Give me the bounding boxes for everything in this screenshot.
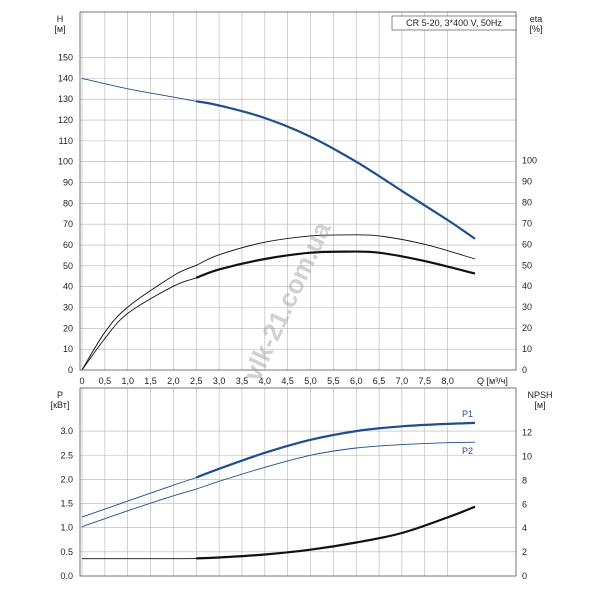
p-tick-label: 2.5 (60, 450, 73, 460)
y-left-tick-label: 20 (63, 323, 73, 333)
y-left-tick-label: 80 (63, 198, 73, 208)
y-right-tick-label: 40 (522, 281, 532, 291)
x-tick-label: 7,5 (418, 376, 431, 386)
p-tick-label: 3.0 (60, 426, 73, 436)
curve-NPSH-operating (196, 505, 476, 560)
x-tick-label: 5,0 (304, 376, 317, 386)
p-tick-label: 1.5 (60, 499, 73, 509)
chart-title-box (391, 15, 517, 31)
y-right-tick-label: 50 (522, 260, 532, 270)
x-tick-label: 5,5 (327, 376, 340, 386)
series-label-P1: P1 (462, 409, 473, 419)
npsh-tick-label: 2 (522, 547, 527, 557)
p-tick-label: 0.0 (60, 571, 73, 581)
y-left-tick-label: 0 (68, 365, 73, 375)
npsh-tick-label: 8 (522, 475, 527, 485)
y-right-tick-label: 90 (522, 176, 532, 186)
p-axis-unit: [кВт] (51, 400, 70, 410)
curve-NPSH-thin (82, 506, 476, 560)
y-left-tick-label: 40 (63, 282, 73, 292)
x-tick-label: 6,5 (373, 376, 386, 386)
y-right-tick-label: 30 (522, 302, 532, 312)
chart-labels: 0 0,5 1,0 1,5 2,0 2,5 3,0 3,5 4,0 4,5 5,0 5,5 6,0 6,5… (51, 14, 553, 581)
x-tick-label: 7,0 (396, 376, 409, 386)
npsh-tick-label: 4 (522, 523, 527, 533)
npsh-tick-label: 12 (522, 428, 532, 438)
bottom-chart-grid (80, 388, 516, 576)
y-left-tick-label: 30 (63, 303, 73, 313)
y-right-tick-label: 80 (522, 197, 532, 207)
y-left-tick-label: 110 (59, 136, 73, 146)
x-tick-label: 2,5 (190, 376, 203, 386)
series-label-P2: P2 (462, 446, 473, 456)
x-tick-label: 0 (79, 376, 84, 386)
y-left-axis-unit: [м] (54, 24, 65, 34)
x-tick-label: 3,0 (213, 376, 226, 386)
y-left-tick-label: 150 (58, 53, 73, 63)
curve-P1-thin (81, 422, 476, 518)
y-right-tick-label: 0 (522, 365, 527, 375)
y-right-axis-unit: [%] (529, 24, 542, 34)
y-left-tick-label: 90 (63, 178, 73, 188)
top-chart-frame (79, 11, 517, 371)
y-right-tick-label: 10 (522, 344, 532, 354)
bottom-chart-frame (79, 387, 517, 577)
curve-H-thin (81, 77, 476, 240)
x-tick-label: 4,5 (281, 376, 294, 386)
y-right-tick-label: 20 (522, 323, 532, 333)
p-tick-label: 0.5 (60, 547, 73, 557)
y-left-tick-label: 10 (63, 344, 73, 354)
y-right-tick-label: 100 (522, 156, 537, 166)
curve-H-operating (196, 100, 476, 240)
y-left-tick-label: 120 (58, 115, 73, 125)
y-right-tick-label: 60 (522, 239, 532, 249)
y-left-tick-label: 60 (63, 240, 73, 250)
curve-eta_lower-operating (195, 250, 476, 279)
x-axis-label: Q [м³/ч] (477, 376, 508, 386)
y-right-axis-label: eta (530, 14, 543, 24)
x-tick-label: 0,5 (99, 376, 112, 386)
y-right-tick-label: 70 (522, 218, 532, 228)
npsh-tick-label: 0 (522, 571, 527, 581)
npsh-tick-label: 10 (522, 452, 532, 462)
x-tick-label: 3,5 (236, 376, 249, 386)
top-chart-grid (80, 12, 516, 370)
x-tick-label: 6,0 (350, 376, 363, 386)
curve-P1-operating (195, 421, 476, 479)
x-tick-label: 1,5 (144, 376, 157, 386)
y-left-tick-label: 50 (63, 261, 73, 271)
x-tick-label: 2,0 (167, 376, 180, 386)
y-left-tick-label: 100 (58, 157, 73, 167)
x-tick-label: 1,0 (121, 376, 134, 386)
y-left-tick-label: 140 (58, 73, 73, 83)
curve-P2-thin (81, 441, 476, 528)
x-tick-label: 8,0 (441, 376, 454, 386)
y-left-tick-label: 70 (63, 219, 73, 229)
p-axis-label: P (57, 390, 63, 400)
p-tick-label: 2.0 (60, 474, 73, 484)
y-left-axis-label: H (57, 14, 64, 24)
npsh-axis-label: NPSH (527, 390, 552, 400)
y-left-tick-label: 130 (58, 94, 73, 104)
watermark: vlk-21.com.ua (237, 216, 337, 385)
chart-title: CR 5-20, 3*400 V, 50Hz (406, 18, 502, 28)
bottom-chart-series (81, 421, 476, 560)
npsh-axis-unit: [м] (534, 400, 545, 410)
top-chart-series (81, 77, 476, 371)
npsh-tick-label: 6 (522, 499, 527, 509)
x-tick-label: 4,0 (259, 376, 272, 386)
curve-eta_upper-thin (81, 234, 476, 371)
p-tick-label: 1.0 (60, 523, 73, 533)
